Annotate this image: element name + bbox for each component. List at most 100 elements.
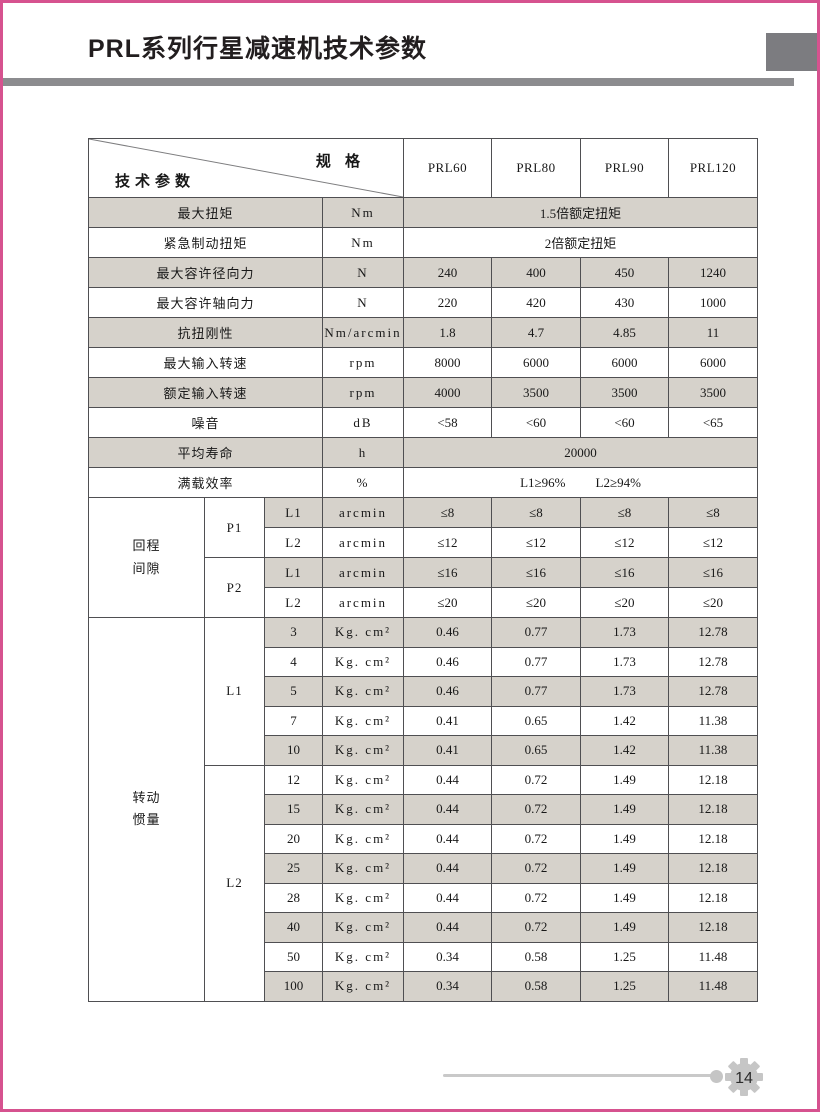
ratio-cell: 20: [264, 823, 323, 854]
value-cell: ≤12: [403, 527, 492, 558]
unit-cell: Nm: [322, 197, 404, 228]
value-cell: 1.49: [580, 823, 669, 854]
value-cell: 0.72: [491, 764, 581, 795]
value-cell: 6000: [580, 347, 669, 378]
value-cell: ≤8: [403, 497, 492, 528]
value-cell: 1.49: [580, 853, 669, 884]
value-cell: 430: [580, 287, 669, 318]
value-cell: 400: [491, 257, 581, 288]
value-cell: 3500: [491, 377, 581, 408]
value-cell: 2倍额定扭矩: [403, 227, 758, 258]
level-cell: L2: [264, 587, 323, 618]
gear-icon: 14: [725, 1058, 763, 1096]
table-row: P2 L1 arcmin ≤16 ≤16 ≤16 ≤16: [89, 557, 758, 618]
value-cell: ≤12: [580, 527, 669, 558]
backlash-group-p2: P2: [204, 557, 265, 618]
unit-cell: rpm: [322, 377, 404, 408]
value-cell: 240: [403, 257, 492, 288]
param-label: 抗扭刚性: [88, 317, 323, 348]
table-row: 最大扭矩 Nm 1.5倍额定扭矩: [88, 197, 758, 228]
param-label: 满载效率: [88, 467, 323, 498]
table-row: L2 arcmin ≤20 ≤20 ≤20 ≤20: [89, 587, 758, 618]
spec-table: 规 格 技术参数 PRL60 PRL80 PRL90 PRL120 最大扭矩 N…: [88, 138, 758, 1002]
unit-cell: Nm/arcmin: [322, 317, 404, 348]
inertia-group-l1: L1: [204, 617, 265, 766]
backlash-group-p1: P1: [204, 497, 265, 558]
value-cell: 0.41: [403, 735, 492, 766]
table-row: 40 Kg. cm² 0.44 0.72 1.49 12.18: [89, 912, 758, 943]
table-row: 最大输入转速 rpm 8000 6000 6000 6000: [88, 347, 758, 378]
value-cell: 6000: [491, 347, 581, 378]
page-number: 14: [735, 1070, 753, 1087]
value-cell: ≤12: [668, 527, 758, 558]
value-cell: <60: [491, 407, 581, 438]
value-cell: 0.65: [491, 705, 581, 736]
value-cell: 1.5倍额定扭矩: [403, 197, 758, 228]
value-cell: ≤16: [403, 557, 492, 588]
value-cell: <60: [580, 407, 669, 438]
value-cell: 0.46: [403, 617, 492, 648]
value-cell: 420: [491, 287, 581, 318]
value-cell: 0.72: [491, 794, 581, 825]
value-cell: ≤16: [668, 557, 758, 588]
value-cell: ≤16: [580, 557, 669, 588]
value-cell: <65: [668, 407, 758, 438]
value-cell: 1.73: [580, 646, 669, 677]
value-cell: 12.18: [668, 853, 758, 884]
ratio-cell: 12: [264, 764, 323, 795]
value-cell: 0.77: [491, 646, 581, 677]
col-header-prl90: PRL90: [580, 138, 669, 198]
ratio-cell: 4: [264, 646, 323, 677]
table-row: 紧急制动扭矩 Nm 2倍额定扭矩: [88, 227, 758, 258]
table-row: 100 Kg. cm² 0.34 0.58 1.25 11.48: [89, 971, 758, 1002]
value-cell: 6000: [668, 347, 758, 378]
col-header-prl120: PRL120: [668, 138, 758, 198]
value-cell: ≤16: [491, 557, 581, 588]
param-label: 噪音: [88, 407, 323, 438]
value-cell: 11.48: [668, 971, 758, 1002]
backlash-section-label: 回程 间隙: [88, 497, 205, 618]
value-cell: 4.7: [491, 317, 581, 348]
unit-cell: N: [322, 257, 404, 288]
value-cell: 220: [403, 287, 492, 318]
col-header-prl60: PRL60: [403, 138, 492, 198]
value-cell: 12.18: [668, 912, 758, 943]
unit-cell: Kg. cm²: [322, 764, 404, 795]
table-row: 5 Kg. cm² 0.46 0.77 1.73 12.78: [89, 676, 758, 707]
value-cell: 0.46: [403, 646, 492, 677]
value-cell: 0.58: [491, 971, 581, 1002]
value-cell: 8000: [403, 347, 492, 378]
ratio-cell: 50: [264, 941, 323, 972]
value-cell: 11: [668, 317, 758, 348]
unit-cell: Kg. cm²: [322, 971, 404, 1002]
value-cell: 4000: [403, 377, 492, 408]
unit-cell: Kg. cm²: [322, 823, 404, 854]
value-cell: 3500: [668, 377, 758, 408]
value-cell: 0.72: [491, 882, 581, 913]
table-header-row: 规 格 技术参数 PRL60 PRL80 PRL90 PRL120: [88, 138, 758, 198]
value-cell: 0.72: [491, 823, 581, 854]
unit-cell: Kg. cm²: [322, 735, 404, 766]
value-cell: 12.18: [668, 794, 758, 825]
ratio-cell: 3: [264, 617, 323, 648]
value-cell: 20000: [403, 437, 758, 468]
unit-cell: %: [322, 467, 404, 498]
ratio-cell: 5: [264, 676, 323, 707]
table-row: 最大容许径向力 N 240 400 450 1240: [88, 257, 758, 288]
unit-cell: Kg. cm²: [322, 853, 404, 884]
value-cell: ≤12: [491, 527, 581, 558]
value-cell: <58: [403, 407, 492, 438]
unit-cell: dB: [322, 407, 404, 438]
value-cell: ≤8: [580, 497, 669, 528]
table-row: 最大容许轴向力 N 220 420 430 1000: [88, 287, 758, 318]
value-cell: 0.72: [491, 912, 581, 943]
unit-cell: Kg. cm²: [322, 676, 404, 707]
param-label: 最大扭矩: [88, 197, 323, 228]
value-cell: 1.25: [580, 941, 669, 972]
table-row: 50 Kg. cm² 0.34 0.58 1.25 11.48: [89, 941, 758, 972]
value-cell: 1.73: [580, 617, 669, 648]
table-row: L2 12 Kg. cm² 0.44 0.72 1.49 12.18: [89, 764, 758, 1002]
value-cell: 1.73: [580, 676, 669, 707]
value-cell: 0.44: [403, 764, 492, 795]
